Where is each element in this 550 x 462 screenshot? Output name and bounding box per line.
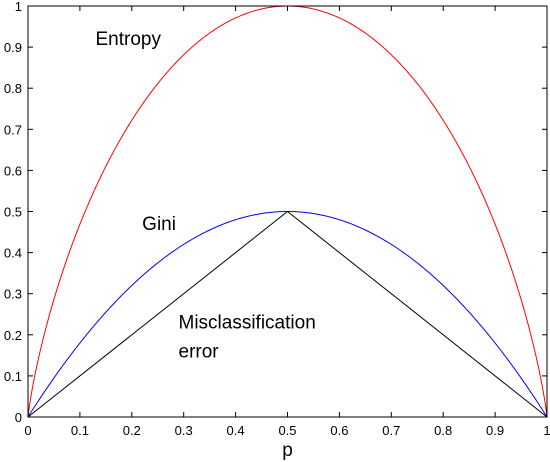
x-tick-label: 0.6 — [330, 423, 348, 438]
x-tick-label: 0.2 — [123, 423, 141, 438]
y-tick-label: 1 — [15, 0, 22, 14]
x-tick-label: 0.9 — [486, 423, 504, 438]
x-tick-label: 0.7 — [382, 423, 400, 438]
annotation-error: error — [179, 341, 220, 362]
annotations-layer: Entropy Gini Misclassification error — [95, 29, 315, 362]
x-tick-label: 0.4 — [227, 423, 245, 438]
y-tick-label: 0.2 — [4, 328, 22, 343]
x-tick-label: 0.1 — [71, 423, 89, 438]
y-tick-label: 0.3 — [4, 287, 22, 302]
y-tick-label: 0.7 — [4, 122, 22, 137]
x-axis-label: p — [282, 440, 293, 461]
x-tick-label: 0.3 — [175, 423, 193, 438]
y-tick-label: 0.1 — [4, 369, 22, 384]
y-tick-label: 0.9 — [4, 40, 22, 55]
annotation-gini: Gini — [142, 214, 176, 235]
y-tick-label: 0.4 — [4, 246, 22, 261]
x-tick-label: 0 — [24, 423, 31, 438]
series-line-misclassification-error — [27, 210, 548, 418]
x-tick-label: 0.8 — [434, 423, 452, 438]
annotation-entropy: Entropy — [95, 29, 161, 50]
y-tick-label: 0.8 — [4, 81, 22, 96]
y-tick-label: 0.5 — [4, 205, 22, 220]
annotation-misclassification: Misclassification — [179, 313, 316, 334]
y-tick-label: 0.6 — [4, 163, 22, 178]
ticks-layer: 0 0.1 0.2 0.3 0.4 0.5 0.6 0.7 0.8 0.9 1 0 0.1 0.2 0.3 0… — [4, 0, 550, 438]
x-tick-label: 1 — [543, 423, 550, 438]
y-tick-label: 0 — [15, 410, 22, 425]
x-tick-label: 0.5 — [278, 423, 296, 438]
curves-layer — [27, 5, 548, 418]
